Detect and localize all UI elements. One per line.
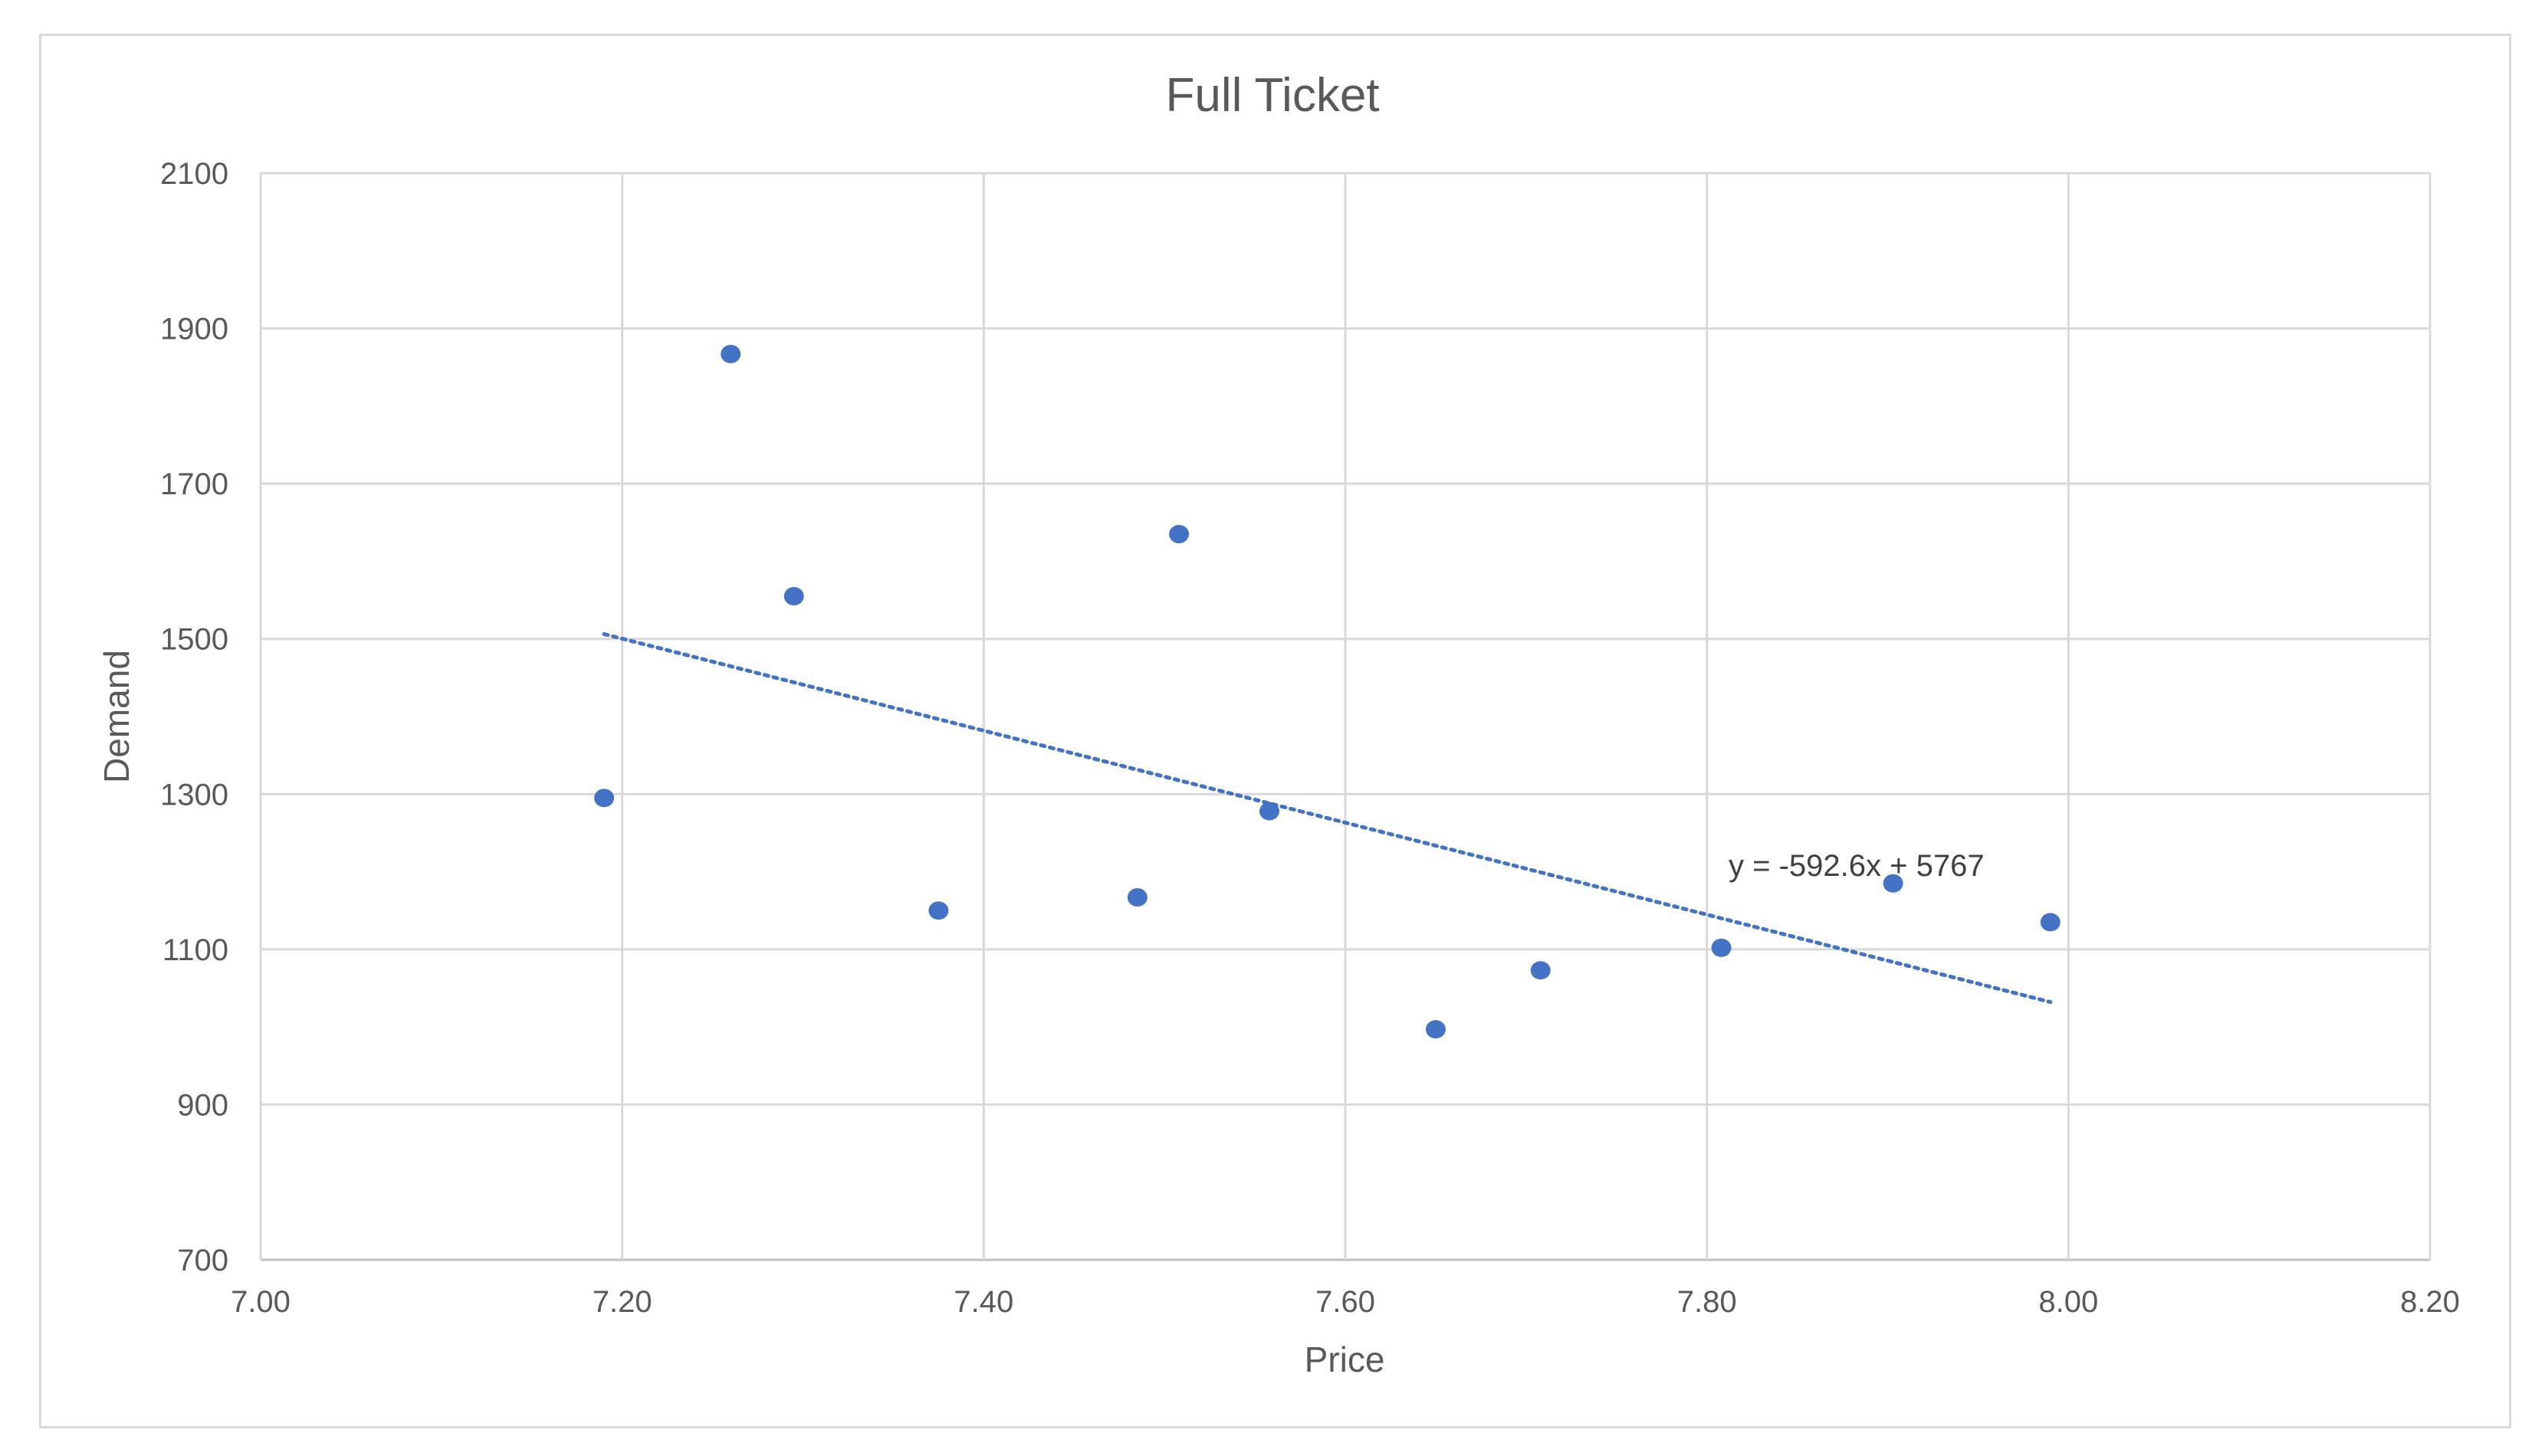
x-tick-label: 7.40	[954, 1285, 1013, 1319]
data-point	[1711, 938, 1732, 957]
y-tick-label: 900	[177, 1088, 228, 1122]
data-point	[928, 901, 949, 920]
chart-frame	[39, 34, 2511, 1428]
x-tick-label: 7.00	[231, 1285, 291, 1319]
data-point	[1425, 1020, 1446, 1039]
trendline-equation: y = -592.6x + 5767	[1729, 849, 1985, 883]
y-tick-label: 1900	[160, 313, 228, 346]
y-tick-label: 2100	[160, 157, 228, 191]
data-point	[1127, 887, 1148, 907]
data-points	[594, 344, 2061, 1039]
y-tick-label: 1300	[160, 778, 228, 812]
chart-title: Full Ticket	[1165, 69, 1379, 122]
x-tick-label: 7.60	[1315, 1285, 1375, 1319]
data-point	[2040, 913, 2061, 932]
data-point	[1530, 961, 1551, 980]
gridlines	[259, 172, 2432, 1261]
y-tick-label: 700	[177, 1244, 228, 1277]
data-point	[594, 789, 615, 808]
x-tick-label: 7.20	[593, 1285, 652, 1319]
trendline-group	[602, 631, 2053, 1005]
x-tick-label: 8.20	[2400, 1285, 2460, 1319]
data-point	[721, 344, 741, 363]
data-point	[1169, 524, 1190, 543]
axes: 700 900 1100 1300 1500 1700 1900 2100 7.00 7.20 7.…	[160, 157, 2460, 1319]
x-tick-label: 7.80	[1677, 1285, 1737, 1319]
x-tick-label: 8.00	[2038, 1285, 2098, 1319]
y-axis-title: Demand	[97, 650, 136, 783]
y-tick-label: 1700	[160, 467, 228, 501]
trendline	[602, 631, 2053, 1005]
y-tick-label: 1500	[160, 623, 228, 657]
y-tick-label: 1100	[163, 933, 228, 967]
data-point	[1259, 802, 1279, 821]
data-point	[1883, 874, 1903, 893]
x-axis-title: Price	[1305, 1340, 1385, 1379]
data-point	[783, 587, 804, 606]
